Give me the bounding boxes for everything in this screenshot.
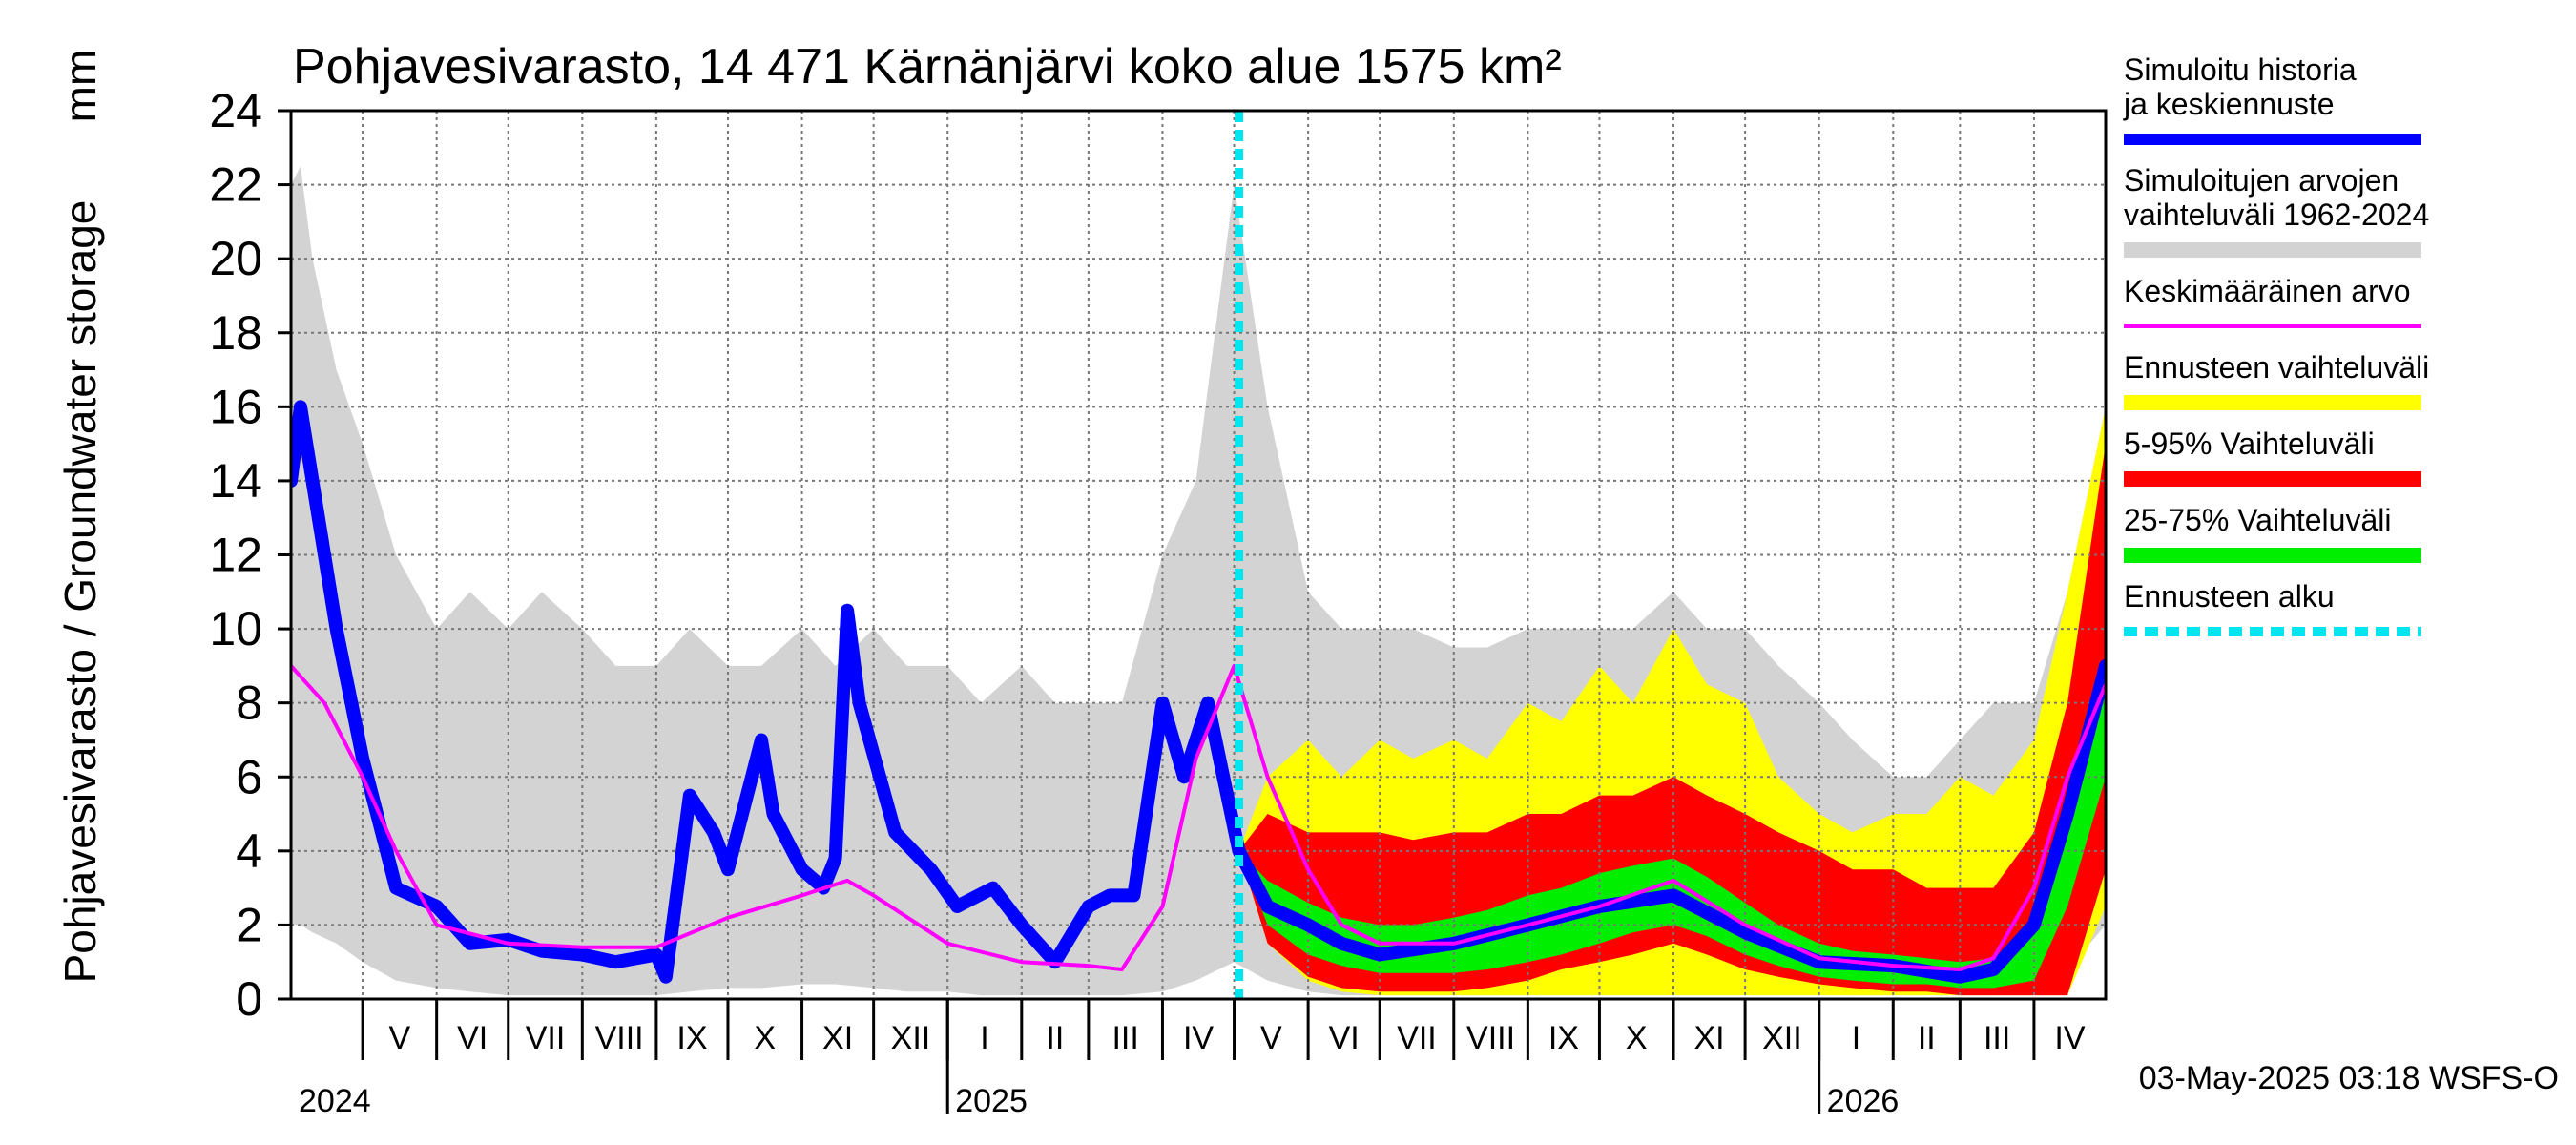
legend-label: 5-95% Vaihteluväli — [2124, 427, 2375, 461]
month-label: VII — [526, 1020, 566, 1056]
y-axis-unit: mm — [55, 50, 105, 123]
legend-item-5: 25-75% Vaihteluväli — [2124, 503, 2421, 563]
y-tick-label: 24 — [209, 84, 262, 137]
legend-item-6: Ennusteen alku — [2124, 579, 2421, 636]
month-label: V — [1260, 1020, 1282, 1056]
legend-item-4: 5-95% Vaihteluväli — [2124, 427, 2421, 487]
y-tick-label: 16 — [209, 380, 262, 433]
month-label: VI — [457, 1020, 488, 1056]
month-label: X — [1626, 1020, 1648, 1056]
band-2 — [1238, 444, 2106, 996]
y-tick-label: 22 — [209, 158, 262, 212]
month-label: III — [1984, 1020, 2010, 1056]
chart-title: Pohjavesivarasto, 14 471 Kärnänjärvi kok… — [293, 39, 1562, 94]
month-label: II — [1046, 1020, 1064, 1056]
year-label: 2026 — [1827, 1083, 1900, 1119]
y-axis-label: Pohjavesivarasto / Groundwater storage — [55, 200, 105, 984]
legend-label: Keskimääräinen arvo — [2124, 274, 2411, 308]
y-tick-label: 2 — [236, 898, 262, 951]
year-label: 2024 — [299, 1083, 371, 1119]
y-tick-label: 12 — [209, 529, 262, 582]
legend-item-2: Keskimääräinen arvo — [2124, 274, 2421, 328]
grid-layer — [291, 111, 2106, 999]
month-label: IX — [676, 1020, 707, 1056]
month-label: XI — [822, 1020, 853, 1056]
year-label: 2025 — [955, 1083, 1028, 1119]
month-label: IV — [1183, 1020, 1214, 1056]
month-label: V — [389, 1020, 411, 1056]
y-tick-label: 4 — [236, 824, 262, 878]
legend-label: Ennusteen alku — [2124, 579, 2335, 614]
month-label: I — [980, 1020, 988, 1056]
month-label: XII — [891, 1020, 931, 1056]
month-label: X — [754, 1020, 776, 1056]
legend-item-3: Ennusteen vaihteluväli — [2124, 350, 2429, 410]
month-label: II — [1918, 1020, 1936, 1056]
month-label: IX — [1548, 1020, 1579, 1056]
legend-label: Simuloitujen arvojen — [2124, 163, 2399, 198]
y-tick-label: 6 — [236, 750, 262, 803]
legend-swatch — [2124, 395, 2421, 410]
legend-label: vaihteluväli 1962-2024 — [2124, 198, 2429, 232]
month-label: XII — [1762, 1020, 1802, 1056]
y-tick-label: 14 — [209, 454, 262, 508]
y-tick-label: 0 — [236, 972, 262, 1026]
series-line-1 — [291, 663, 2106, 971]
month-label: VII — [1397, 1020, 1437, 1056]
month-label: VIII — [595, 1020, 644, 1056]
y-tick-label: 20 — [209, 232, 262, 285]
month-label: IV — [2054, 1020, 2085, 1056]
y-tick-label: 8 — [236, 677, 262, 730]
timestamp: 03-May-2025 03:18 WSFS-O — [2139, 1060, 2559, 1096]
lines-layer — [291, 111, 2106, 999]
y-tick-label: 18 — [209, 306, 262, 360]
legend-swatch — [2124, 471, 2421, 487]
month-label: VIII — [1466, 1020, 1515, 1056]
legend-label: 25-75% Vaihteluväli — [2124, 503, 2391, 537]
legend-label: ja keskiennuste — [2123, 87, 2335, 121]
legend-label: Ennusteen vaihteluväli — [2124, 350, 2429, 385]
legend-swatch — [2124, 242, 2421, 258]
month-label: I — [1852, 1020, 1860, 1056]
legend-swatch — [2124, 548, 2421, 563]
month-label: III — [1111, 1020, 1138, 1056]
series-line-0 — [291, 400, 2106, 984]
month-label: VI — [1329, 1020, 1360, 1056]
y-tick-label: 10 — [209, 602, 262, 656]
band-3 — [1238, 665, 2106, 989]
month-label: XI — [1694, 1020, 1725, 1056]
legend-label: Simuloitu historia — [2124, 52, 2357, 87]
